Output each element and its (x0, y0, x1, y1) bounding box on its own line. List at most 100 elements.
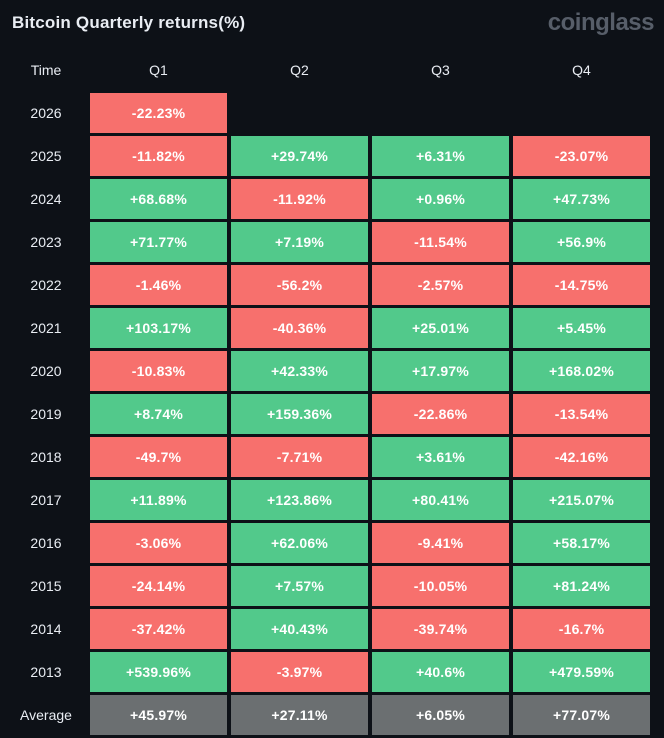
row-label: 2015 (30, 578, 62, 594)
return-cell: -3.06% (90, 523, 227, 563)
return-cell: -7.71% (231, 437, 368, 477)
table-row: 2016 -3.06% +62.06% -9.41% +58.17% (6, 523, 650, 563)
table-row: Average +45.97% +27.11% +6.05% +77.07% (6, 695, 650, 735)
return-cell: +479.59% (513, 652, 650, 692)
return-cell: +25.01% (372, 308, 509, 348)
return-cell: +80.41% (372, 480, 509, 520)
return-cell: +168.02% (513, 351, 650, 391)
return-cell: +8.74% (90, 394, 227, 434)
return-cell: -22.86% (372, 394, 509, 434)
return-cell: -40.36% (231, 308, 368, 348)
return-cell: +539.96% (90, 652, 227, 692)
return-cell: +6.05% (372, 695, 509, 735)
table-row: 2013 +539.96% -3.97% +40.6% +479.59% (6, 652, 650, 692)
return-cell: -2.57% (372, 265, 509, 305)
return-cell: +159.36% (231, 394, 368, 434)
row-label: 2013 (30, 664, 62, 680)
return-cell: -42.16% (513, 437, 650, 477)
table-row: 2022 -1.46% -56.2% -2.57% -14.75% (6, 265, 650, 305)
return-cell: -16.7% (513, 609, 650, 649)
table-row: 2015 -24.14% +7.57% -10.05% +81.24% (6, 566, 650, 606)
return-cell: +7.19% (231, 222, 368, 262)
table-row: 2018 -49.7% -7.71% +3.61% -42.16% (6, 437, 650, 477)
empty-cell (513, 93, 650, 133)
row-label: 2024 (30, 191, 62, 207)
return-cell: +27.11% (231, 695, 368, 735)
return-cell: -39.74% (372, 609, 509, 649)
return-cell: +5.45% (513, 308, 650, 348)
return-cell: +56.9% (513, 222, 650, 262)
empty-cell (231, 93, 368, 133)
row-label: 2017 (30, 492, 62, 508)
column-header-q3: Q3 (431, 62, 450, 78)
return-cell: +45.97% (90, 695, 227, 735)
page-title: Bitcoin Quarterly returns(%) (12, 13, 246, 32)
return-cell: +81.24% (513, 566, 650, 606)
return-cell: +77.07% (513, 695, 650, 735)
return-cell: -10.83% (90, 351, 227, 391)
table-row: 2021 +103.17% -40.36% +25.01% +5.45% (6, 308, 650, 348)
row-label: 2023 (30, 234, 62, 250)
table-row: 2020 -10.83% +42.33% +17.97% +168.02% (6, 351, 650, 391)
return-cell: +123.86% (231, 480, 368, 520)
return-cell: +42.33% (231, 351, 368, 391)
return-cell: -9.41% (372, 523, 509, 563)
table-row: 2019 +8.74% +159.36% -22.86% -13.54% (6, 394, 650, 434)
row-label: 2026 (30, 105, 62, 121)
column-header-time: Time (30, 62, 62, 78)
return-cell: -14.75% (513, 265, 650, 305)
return-cell: -37.42% (90, 609, 227, 649)
return-cell: +58.17% (513, 523, 650, 563)
return-cell: -3.97% (231, 652, 368, 692)
column-header-q1: Q1 (149, 62, 168, 78)
table-body: 2026 -22.23% 2025 -11.82% +29.74% +6.31% -2… (0, 90, 664, 735)
table-row: 2017 +11.89% +123.86% +80.41% +215.07% (6, 480, 650, 520)
coinglass-logo[interactable]: coinglass (547, 9, 655, 36)
return-cell: -23.07% (513, 136, 650, 176)
return-cell: +40.43% (231, 609, 368, 649)
return-cell: -11.54% (372, 222, 509, 262)
return-cell: +0.96% (372, 179, 509, 219)
table-row: 2025 -11.82% +29.74% +6.31% -23.07% (6, 136, 650, 176)
table-header-row: Time Q1 Q2 Q3 Q4 (0, 40, 664, 90)
row-label: 2016 (30, 535, 62, 551)
return-cell: -1.46% (90, 265, 227, 305)
table-row: 2024 +68.68% -11.92% +0.96% +47.73% (6, 179, 650, 219)
return-cell: +11.89% (90, 480, 227, 520)
return-cell: -11.92% (231, 179, 368, 219)
return-cell: -49.7% (90, 437, 227, 477)
return-cell: +215.07% (513, 480, 650, 520)
return-cell: -56.2% (231, 265, 368, 305)
topbar: Bitcoin Quarterly returns(%) coinglass (0, 0, 664, 40)
row-label: 2022 (30, 277, 62, 293)
return-cell: +3.61% (372, 437, 509, 477)
return-cell: +62.06% (231, 523, 368, 563)
return-cell: -10.05% (372, 566, 509, 606)
table-row: 2026 -22.23% (6, 93, 650, 133)
table-row: 2014 -37.42% +40.43% -39.74% -16.7% (6, 609, 650, 649)
return-cell: -13.54% (513, 394, 650, 434)
row-label: 2014 (30, 621, 62, 637)
return-cell: +103.17% (90, 308, 227, 348)
return-cell: +6.31% (372, 136, 509, 176)
column-header-q2: Q2 (290, 62, 309, 78)
column-header-q4: Q4 (572, 62, 591, 78)
row-label: Average (20, 707, 72, 723)
row-label: 2020 (30, 363, 62, 379)
table-row: 2023 +71.77% +7.19% -11.54% +56.9% (6, 222, 650, 262)
row-label: 2021 (30, 320, 62, 336)
row-label: 2025 (30, 148, 62, 164)
empty-cell (372, 93, 509, 133)
return-cell: +40.6% (372, 652, 509, 692)
return-cell: +7.57% (231, 566, 368, 606)
return-cell: +68.68% (90, 179, 227, 219)
return-cell: -11.82% (90, 136, 227, 176)
return-cell: +29.74% (231, 136, 368, 176)
row-label: 2019 (30, 406, 62, 422)
row-label: 2018 (30, 449, 62, 465)
return-cell: +71.77% (90, 222, 227, 262)
return-cell: +47.73% (513, 179, 650, 219)
return-cell: -24.14% (90, 566, 227, 606)
return-cell: +17.97% (372, 351, 509, 391)
